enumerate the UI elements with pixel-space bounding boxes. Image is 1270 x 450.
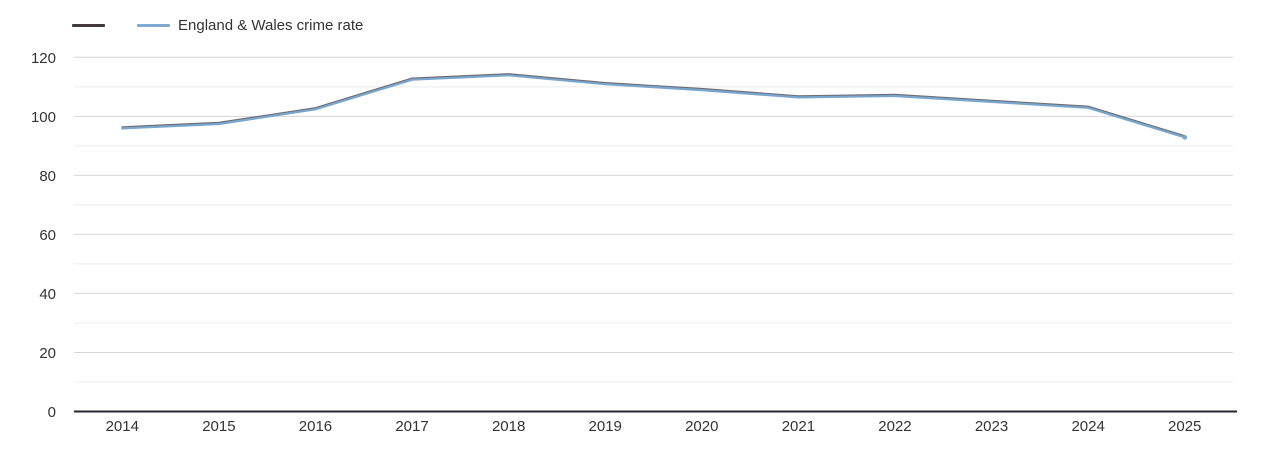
series-line-england-wales[interactable] bbox=[121, 74, 1186, 139]
chart-legend: England & Wales crime rate bbox=[0, 14, 1270, 36]
x-axis-tick-labels: 2014 2015 2016 2017 2018 2019 2020 2021 2022 2023… bbox=[106, 418, 1202, 435]
x-tick-label: 2017 bbox=[395, 418, 428, 435]
y-tick-label: 40 bbox=[39, 286, 56, 303]
x-tick-label: 2014 bbox=[106, 418, 139, 435]
x-tick-label: 2016 bbox=[299, 418, 332, 435]
y-tick-label: 20 bbox=[39, 345, 56, 362]
legend-swatch-dark-line bbox=[72, 23, 105, 27]
x-tick-label: 2024 bbox=[1071, 418, 1104, 435]
x-tick-label: 2020 bbox=[685, 418, 718, 435]
series-lines bbox=[121, 73, 1188, 140]
y-tick-label: 0 bbox=[48, 404, 56, 421]
y-axis-tick-labels: 0 20 40 60 80 100 120 bbox=[31, 50, 56, 421]
series-endpoint-marker bbox=[1182, 134, 1188, 140]
x-tick-label: 2018 bbox=[492, 418, 525, 435]
x-tick-label: 2023 bbox=[975, 418, 1008, 435]
y-tick-label: 100 bbox=[31, 109, 56, 126]
y-tick-label: 120 bbox=[31, 50, 56, 67]
y-tick-label: 80 bbox=[39, 168, 56, 185]
x-tick-label: 2025 bbox=[1168, 418, 1201, 435]
legend-label-england-wales: England & Wales crime rate bbox=[178, 16, 364, 34]
x-tick-label: 2021 bbox=[782, 418, 815, 435]
legend-item-england-wales[interactable]: England & Wales crime rate bbox=[137, 14, 363, 36]
x-tick-label: 2015 bbox=[202, 418, 235, 435]
legend-swatch-blue-line bbox=[137, 23, 170, 27]
y-tick-label: 60 bbox=[39, 227, 56, 244]
x-tick-label: 2022 bbox=[878, 418, 911, 435]
x-tick-label: 2019 bbox=[589, 418, 622, 435]
legend-item-local-series[interactable] bbox=[72, 14, 113, 36]
series-line-dark-edge bbox=[121, 73, 1186, 137]
